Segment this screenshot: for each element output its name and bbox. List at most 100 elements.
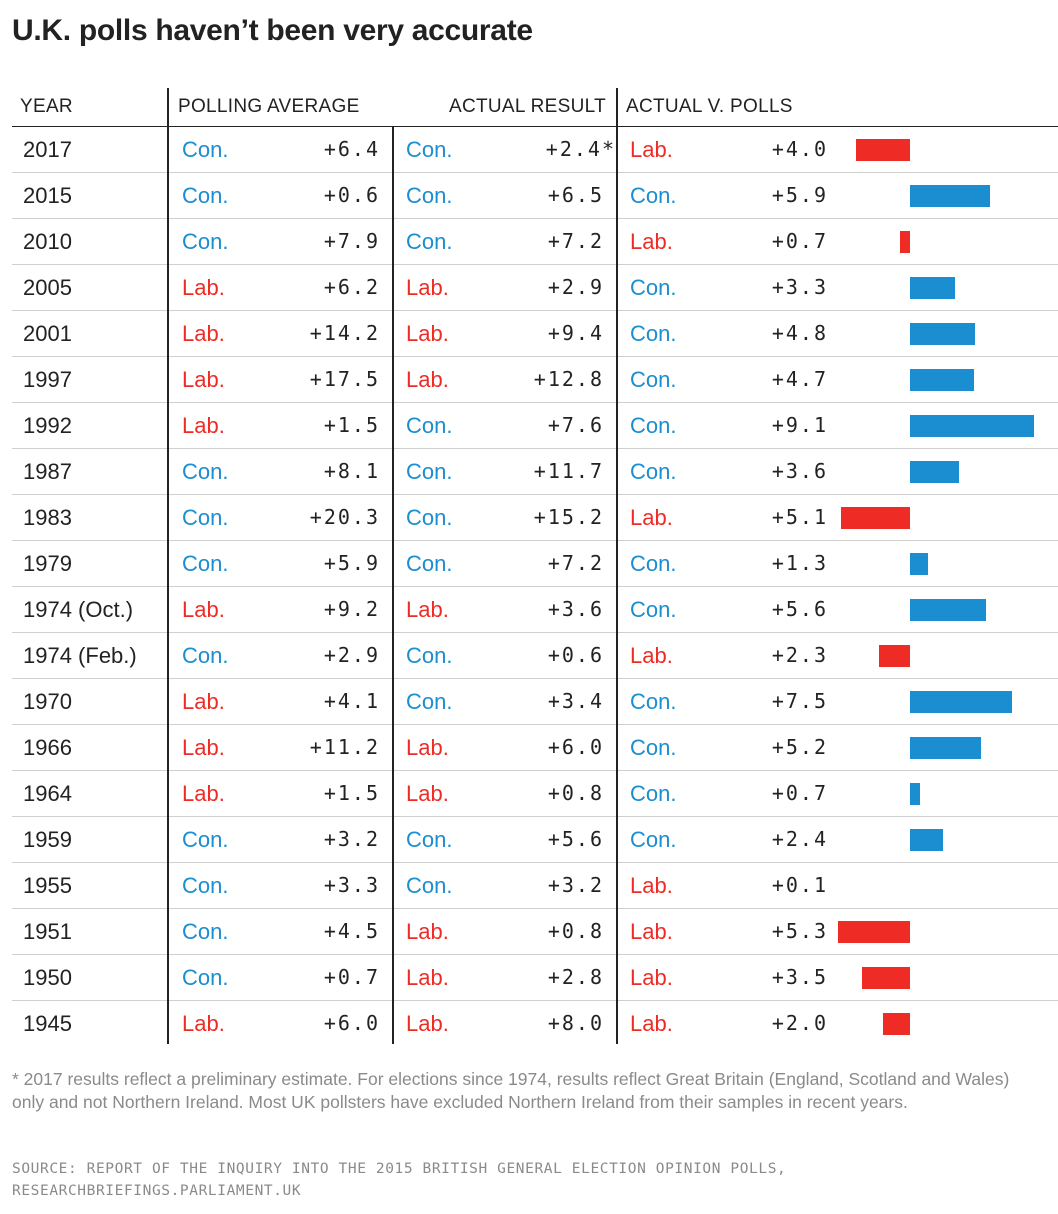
diff-value: +5.1	[771, 505, 828, 529]
poll-party: Con.	[182, 873, 229, 898]
poll-party: Con.	[182, 137, 229, 162]
diff-bar	[840, 507, 910, 529]
column-divider	[616, 88, 618, 1044]
poll-party: Con.	[182, 229, 229, 254]
diff-bar	[910, 783, 920, 805]
diff-party: Con.	[630, 183, 677, 208]
diff-party: Lab.	[630, 919, 673, 944]
diff-bar	[910, 737, 981, 759]
poll-party: Con.	[182, 459, 229, 484]
poll-value: +3.3	[323, 873, 380, 897]
actual-value: +0.6	[547, 643, 604, 667]
diff-party: Con.	[630, 735, 677, 760]
table-row: 1966 Lab. +11.2 Lab. +6.0 Con. +5.2	[12, 725, 1058, 771]
poll-party: Lab.	[182, 367, 225, 392]
table-row: 2010 Con. +7.9 Con. +7.2 Lab. +0.7	[12, 219, 1058, 265]
actual-value: +15.2	[533, 505, 604, 529]
year-label: 1959	[23, 827, 72, 852]
year-label: 1987	[23, 459, 72, 484]
actual-party: Lab.	[406, 321, 449, 346]
year-label: 1945	[23, 1011, 72, 1036]
poll-party: Lab.	[182, 1011, 225, 1036]
diff-bar	[910, 369, 974, 391]
diff-value: +2.4	[771, 827, 828, 851]
poll-value: +20.3	[309, 505, 380, 529]
diff-party: Con.	[630, 275, 677, 300]
diff-party: Lab.	[630, 229, 673, 254]
actual-party: Lab.	[406, 781, 449, 806]
actual-party: Con.	[406, 689, 453, 714]
column-divider	[392, 126, 394, 1044]
table-row: 1955 Con. +3.3 Con. +3.2 Lab. +0.1	[12, 863, 1058, 909]
actual-value: +5.6	[547, 827, 604, 851]
actual-value: +11.7	[533, 459, 604, 483]
header-year: YEAR	[20, 96, 73, 117]
poll-value: +7.9	[323, 229, 380, 253]
poll-value: +2.9	[323, 643, 380, 667]
diff-value: +5.2	[771, 735, 828, 759]
actual-party: Con.	[406, 413, 453, 438]
footnote: * 2017 results reflect a preliminary est…	[12, 1069, 1010, 1112]
diff-value: +4.0	[771, 137, 828, 161]
diff-bar	[900, 231, 910, 253]
table-header: YEAR POLLING AVERAGE ACTUAL RESULT ACTUA…	[12, 88, 1058, 127]
diff-party: Lab.	[630, 965, 673, 990]
diff-value: +3.3	[771, 275, 828, 299]
diff-value: +4.8	[771, 321, 828, 345]
poll-party: Con.	[182, 919, 229, 944]
table-row: 1970 Lab. +4.1 Con. +3.4 Con. +7.5	[12, 679, 1058, 725]
actual-value: +3.4	[547, 689, 604, 713]
year-label: 2017	[23, 137, 72, 162]
diff-party: Con.	[630, 689, 677, 714]
actual-value: +6.5	[547, 183, 604, 207]
table-row: 1974 (Oct.) Lab. +9.2 Lab. +3.6 Con. +5.6	[12, 587, 1058, 633]
actual-party: Con.	[406, 459, 453, 484]
poll-party: Lab.	[182, 597, 225, 622]
diff-party: Lab.	[630, 137, 673, 162]
actual-value: +0.8	[547, 919, 604, 943]
actual-party: Lab.	[406, 1011, 449, 1036]
diff-value: +0.7	[771, 229, 828, 253]
table-body: 2017 Con. +6.4 Con. +2.4* Lab. +4.0 2015 Con. +0.…	[12, 127, 1058, 1046]
year-label: 1983	[23, 505, 72, 530]
actual-value: +3.6	[547, 597, 604, 621]
diff-value: +3.5	[771, 965, 828, 989]
poll-party: Con.	[182, 827, 229, 852]
actual-party: Con.	[406, 827, 453, 852]
year-label: 1979	[23, 551, 72, 576]
poll-value: +11.2	[309, 735, 380, 759]
diff-party: Con.	[630, 459, 677, 484]
table-row: 2017 Con. +6.4 Con. +2.4* Lab. +4.0	[12, 127, 1058, 173]
year-label: 1955	[23, 873, 72, 898]
actual-party: Lab.	[406, 275, 449, 300]
diff-bar	[855, 139, 910, 161]
actual-party: Con.	[406, 551, 453, 576]
header-polling-average: POLLING AVERAGE	[178, 96, 360, 117]
diff-value: +5.9	[771, 183, 828, 207]
polls-table: YEAR POLLING AVERAGE ACTUAL RESULT ACTUA…	[12, 88, 1058, 1046]
poll-value: +8.1	[323, 459, 380, 483]
diff-bar	[910, 691, 1012, 713]
poll-value: +1.5	[323, 413, 380, 437]
header-actual-v-polls: ACTUAL V. POLLS	[626, 96, 793, 117]
actual-party: Lab.	[406, 965, 449, 990]
diff-value: +7.5	[771, 689, 828, 713]
poll-party: Con.	[182, 643, 229, 668]
poll-party: Lab.	[182, 321, 225, 346]
table-row: 1997 Lab. +17.5 Lab. +12.8 Con. +4.7	[12, 357, 1058, 403]
year-label: 2015	[23, 183, 72, 208]
poll-party: Con.	[182, 965, 229, 990]
diff-party: Con.	[630, 827, 677, 852]
diff-value: +2.3	[771, 643, 828, 667]
diff-party: Con.	[630, 597, 677, 622]
poll-party: Lab.	[182, 275, 225, 300]
actual-party: Con.	[406, 229, 453, 254]
diff-value: +1.3	[771, 551, 828, 575]
poll-value: +9.2	[323, 597, 380, 621]
table-row: 1950 Con. +0.7 Lab. +2.8 Lab. +3.5	[12, 955, 1058, 1001]
year-label: 1964	[23, 781, 72, 806]
poll-value: +4.5	[323, 919, 380, 943]
diff-bar	[837, 921, 910, 943]
table-row: 1951 Con. +4.5 Lab. +0.8 Lab. +5.3	[12, 909, 1058, 955]
diff-party: Con.	[630, 367, 677, 392]
